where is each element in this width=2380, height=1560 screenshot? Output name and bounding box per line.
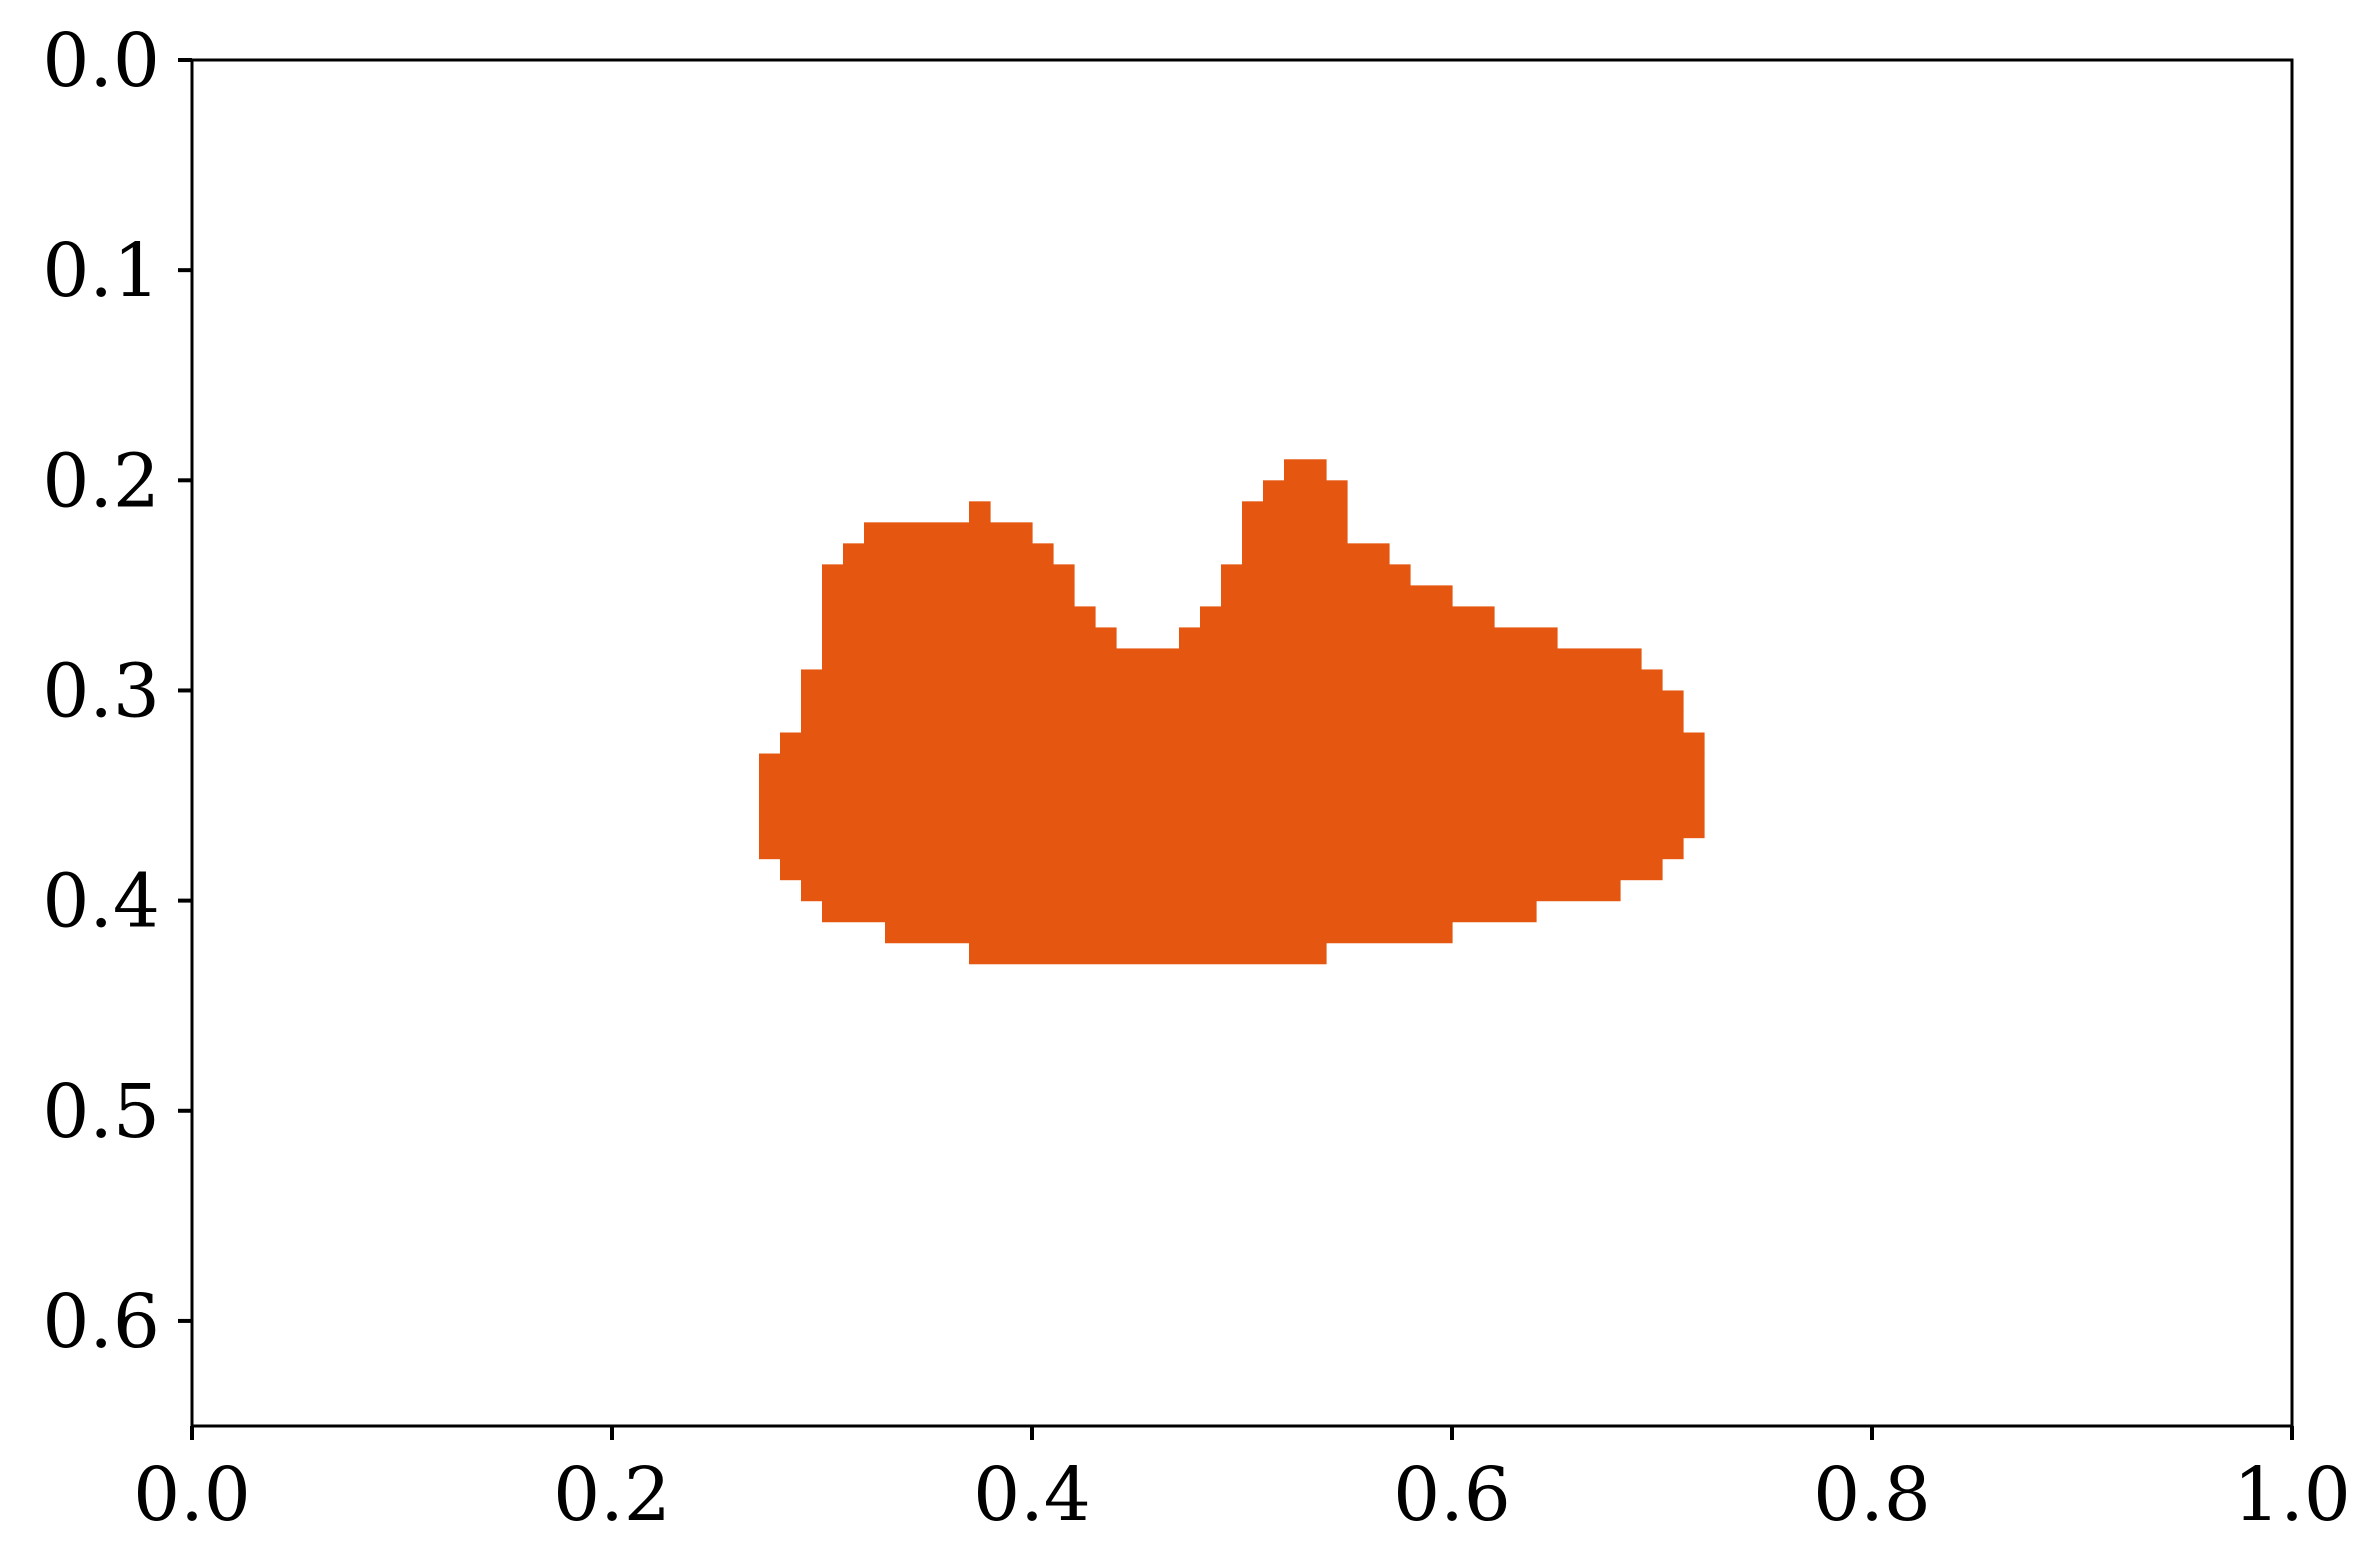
y-tick-label: 0.0 <box>42 18 160 104</box>
mask-cell-row <box>843 543 1054 565</box>
y-tick-label: 0.5 <box>42 1069 160 1155</box>
mask-cell-row <box>822 648 1642 671</box>
mask-cell-row <box>780 858 1663 881</box>
mask-cell-row <box>864 522 1033 544</box>
mask-cell-row <box>780 732 1705 755</box>
mask-cell-row <box>801 669 1663 692</box>
heatmap-cells <box>759 459 1705 965</box>
mask-cell-row <box>1200 606 1495 629</box>
mask-cell-row <box>822 606 1096 629</box>
y-axis: 0.0 0.1 0.2 0.3 0.4 0.5 0.6 <box>42 18 192 1365</box>
mask-cell-row <box>1179 627 1558 650</box>
y-tick-label: 0.3 <box>42 648 160 734</box>
mask-cell-row <box>1242 522 1348 544</box>
x-tick-label: 0.8 <box>1813 1452 1931 1538</box>
x-tick-label: 0.4 <box>973 1452 1091 1538</box>
mask-cell-row <box>801 879 1621 902</box>
x-axis: 0.0 0.2 0.4 0.6 0.8 1.0 <box>133 1426 2351 1538</box>
x-tick-label: 0.6 <box>1393 1452 1511 1538</box>
mask-cell-row <box>822 627 1117 650</box>
x-tick-label: 0.0 <box>133 1452 251 1538</box>
mask-cell-row <box>1242 543 1390 565</box>
mask-cell-row <box>822 564 1075 586</box>
plot-frame <box>190 58 2294 1428</box>
y-tick-label: 0.1 <box>42 228 160 314</box>
x-tick-label: 0.2 <box>553 1452 671 1538</box>
mask-cell-row <box>1284 459 1327 481</box>
mask-cell-row <box>969 942 1327 965</box>
mask-cell-row <box>822 900 1537 923</box>
y-tick-label: 0.2 <box>42 438 160 524</box>
y-tick-label: 0.6 <box>42 1279 160 1365</box>
mask-cell-row <box>969 501 991 523</box>
y-tick-label: 0.4 <box>42 859 160 945</box>
x-tick-label: 1.0 <box>2233 1452 2351 1538</box>
mask-cell-row <box>885 921 1453 944</box>
mask-cell-row <box>759 753 1705 839</box>
mask-cell-row <box>1242 501 1348 523</box>
mask-cell-row <box>822 585 1075 607</box>
mask-cell-row <box>759 837 1684 860</box>
mask-cell-row <box>1263 480 1348 502</box>
mask-cell-row <box>801 690 1684 713</box>
mask-cell-row <box>1221 564 1411 586</box>
mask-cell-row <box>1221 585 1453 607</box>
mask-cell-row <box>801 711 1684 734</box>
